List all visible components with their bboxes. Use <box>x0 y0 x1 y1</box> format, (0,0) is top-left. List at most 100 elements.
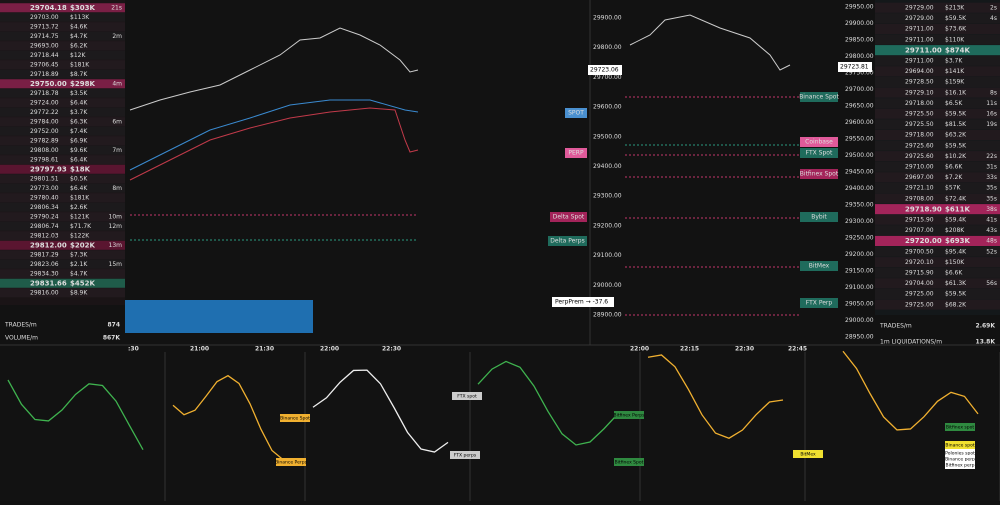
trade-size: $57K <box>945 185 961 192</box>
trade-price: 29718.00 <box>905 100 934 107</box>
panel-tag <box>945 449 975 457</box>
panel-line <box>7 379 144 451</box>
trade-time: 52s <box>986 248 997 255</box>
trade-row <box>875 119 1000 130</box>
trade-size: $4.6K <box>70 24 88 31</box>
trade-time: 48s <box>986 238 997 245</box>
panel-tag <box>945 441 975 449</box>
trade-time: 15m <box>109 261 123 268</box>
axis-label: 29900.00 <box>845 20 874 27</box>
axis-label: 29650.00 <box>845 103 874 110</box>
trade-price: 29750.00 <box>30 80 67 88</box>
trade-row <box>875 13 1000 24</box>
trade-price: 29729.00 <box>905 5 934 12</box>
trade-size: $7.3K <box>70 252 88 259</box>
time-label: 21:00 <box>190 346 209 353</box>
panel-tag <box>276 458 306 466</box>
panel-tag <box>945 461 975 469</box>
trade-size: $8.7K <box>70 71 88 78</box>
panel-label: Binance Perps <box>275 460 308 466</box>
trade-size: $0.5K <box>70 176 88 183</box>
volume-bar <box>125 300 313 333</box>
panel-label: Bitfinex perp <box>946 463 975 469</box>
trade-price: 29725.50 <box>905 111 934 118</box>
axis-label: 29100.00 <box>593 252 622 259</box>
trade-size: $3.7K <box>70 109 88 116</box>
trade-row <box>0 3 125 13</box>
trade-size: $72.4K <box>945 195 967 202</box>
axis-label: 29700.00 <box>845 86 874 93</box>
trade-time: 2m <box>112 33 122 40</box>
trade-size: $3.7K <box>945 58 963 65</box>
trade-row <box>0 12 125 22</box>
trade-price: 29797.93 <box>30 166 67 174</box>
trade-row <box>0 126 125 136</box>
stat-label: 1m LIQUIDATIONS/m <box>880 339 942 346</box>
trade-row <box>875 225 1000 236</box>
trade-size: $2.6K <box>70 204 88 211</box>
panel-tag <box>945 423 975 431</box>
trade-size: $6.4K <box>70 157 88 164</box>
trade-price: 29718.44 <box>30 52 59 59</box>
trade-price: 29713.72 <box>30 24 59 31</box>
exchange-tag <box>800 298 838 308</box>
trade-size: $113K <box>70 14 90 21</box>
trade-row <box>875 108 1000 119</box>
trade-size: $7.2K <box>945 174 963 181</box>
time-label: 22:45 <box>788 346 807 353</box>
trade-time: 16s <box>986 111 997 118</box>
trade-row <box>875 161 1000 172</box>
trade-time: 8s <box>990 89 997 96</box>
trade-size: $110K <box>945 36 965 43</box>
panel-tag <box>450 451 480 459</box>
axis-label: 28950.00 <box>845 334 874 341</box>
trade-time: 4m <box>112 81 122 88</box>
axis-label: 29850.00 <box>845 37 874 44</box>
trade-row <box>875 204 1000 215</box>
trade-price: 29711.00 <box>905 26 934 33</box>
axis-label: 28900.00 <box>593 312 622 319</box>
trade-size: $73.6K <box>945 26 967 33</box>
trade-row <box>0 79 125 89</box>
trade-size: $61.3K <box>945 280 967 287</box>
exchange-label: Bybit <box>811 214 827 221</box>
exchange-tag <box>800 148 838 158</box>
trade-row <box>0 107 125 117</box>
trade-time: 12m <box>109 223 123 230</box>
exchange-label: Binance Spot <box>799 94 839 101</box>
trade-size: $4.7K <box>70 33 88 40</box>
time-label: :30 <box>128 346 139 353</box>
trade-size: $122K <box>70 233 90 240</box>
panel-label: FTX perps <box>454 453 477 459</box>
trade-size: $693K <box>945 237 970 245</box>
axis-label: 29050.00 <box>845 301 874 308</box>
trade-row <box>0 145 125 155</box>
panel-line <box>647 354 784 439</box>
trade-time: 13m <box>109 242 123 249</box>
trade-time: 35s <box>986 185 997 192</box>
trade-size: $150K <box>945 259 965 266</box>
axis-label: 29600.00 <box>593 104 622 111</box>
trade-row <box>875 140 1000 151</box>
axis-label: 29600.00 <box>845 119 874 126</box>
trade-size: $303K <box>70 4 95 12</box>
trade-size: $81.5K <box>945 121 967 128</box>
trade-row <box>0 212 125 222</box>
trade-price: 29725.00 <box>905 301 934 308</box>
series-tag <box>548 236 587 246</box>
trade-row <box>875 151 1000 162</box>
exchange-label: BitMex <box>809 263 830 270</box>
stat-value: 874 <box>107 322 120 329</box>
trade-row <box>0 183 125 193</box>
trade-size: $68.2K <box>945 301 967 308</box>
trade-row <box>0 269 125 279</box>
trade-row <box>875 76 1000 87</box>
trade-size: $8.9K <box>70 290 88 297</box>
trade-price: 29718.89 <box>30 71 59 78</box>
trade-price: 29808.00 <box>30 147 59 154</box>
trade-price: 29715.90 <box>905 270 934 277</box>
trade-row <box>875 278 1000 289</box>
trade-size: $59.5K <box>945 111 967 118</box>
panel-line <box>312 369 449 453</box>
trade-time: 10m <box>109 214 123 221</box>
